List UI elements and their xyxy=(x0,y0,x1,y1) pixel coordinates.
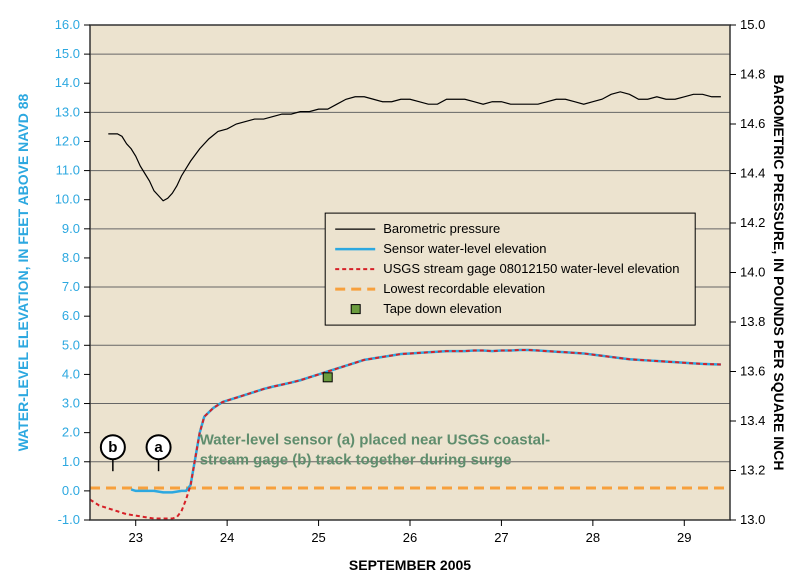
x-axis-title: SEPTEMBER 2005 xyxy=(349,557,471,573)
y1-tick-label: 9.0 xyxy=(62,221,80,236)
y1-tick-label: 1.0 xyxy=(62,454,80,469)
y2-axis-title: BAROMETRIC PRESSURE, IN POUNDS PER SQUAR… xyxy=(771,75,787,471)
tape-down-marker xyxy=(323,373,332,382)
chart-root: a b Water-level sensor (a) placed near USG… xyxy=(0,0,788,584)
bubble-label-b: b xyxy=(108,439,117,456)
y2-tick-label: 13.4 xyxy=(740,413,765,428)
y2-tick-label: 13.6 xyxy=(740,364,765,379)
x-tick-label: 25 xyxy=(311,530,325,545)
y1-tick-label: 11.0 xyxy=(56,163,80,178)
y2-tick-label: 15.0 xyxy=(740,17,765,32)
y2-tick-label: 13.8 xyxy=(740,314,765,329)
y1-tick-label: 5.0 xyxy=(62,337,80,352)
y2-tick-label: 13.2 xyxy=(740,463,765,478)
y2-tick-label: 13.0 xyxy=(740,512,765,527)
y1-tick-label: 6.0 xyxy=(62,308,80,323)
y2-tick-label: 14.4 xyxy=(740,166,765,181)
y1-tick-label: 4.0 xyxy=(62,366,80,381)
x-tick-label: 29 xyxy=(677,530,691,545)
y1-tick-label: 7.0 xyxy=(62,279,80,294)
x-tick-label: 28 xyxy=(586,530,600,545)
bubble-label-a: a xyxy=(154,439,163,456)
y2-tick-label: 14.6 xyxy=(740,116,765,131)
y1-tick-label: -1.0 xyxy=(58,512,80,527)
legend-label: Sensor water-level elevation xyxy=(383,241,546,256)
y1-tick-label: 12.0 xyxy=(55,133,80,148)
legend-swatch xyxy=(351,305,360,314)
y1-tick-label: 13.0 xyxy=(55,104,80,119)
y1-tick-label: 8.0 xyxy=(62,250,80,265)
legend-label: Lowest recordable elevation xyxy=(383,281,545,296)
legend-label: USGS stream gage 08012150 water-level el… xyxy=(383,261,679,276)
y2-tick-label: 14.2 xyxy=(740,215,765,230)
y2-tick-label: 14.0 xyxy=(740,265,765,280)
y1-tick-label: 15.0 xyxy=(55,46,80,61)
chart-svg: a b Water-level sensor (a) placed near USG… xyxy=(0,0,788,584)
y1-axis-title: WATER-LEVEL ELEVATION, IN FEET ABOVE NAV… xyxy=(15,94,31,452)
y1-tick-label: 14.0 xyxy=(55,75,80,90)
x-tick-label: 23 xyxy=(128,530,142,545)
x-tick-label: 24 xyxy=(220,530,234,545)
annotation-line2: stream gage (b) track together during su… xyxy=(200,452,512,469)
x-tick-label: 26 xyxy=(403,530,417,545)
y1-tick-label: 10.0 xyxy=(55,192,80,207)
y1-tick-label: 3.0 xyxy=(62,396,80,411)
annotation-line1: Water-level sensor (a) placed near USGS … xyxy=(200,431,550,448)
y1-tick-label: 16.0 xyxy=(55,17,80,32)
y2-tick-label: 14.8 xyxy=(740,67,765,82)
y1-tick-label: 2.0 xyxy=(62,425,80,440)
legend-label: Barometric pressure xyxy=(383,221,500,236)
x-tick-label: 27 xyxy=(494,530,508,545)
y1-tick-label: 0.0 xyxy=(62,483,80,498)
legend-label: Tape down elevation xyxy=(383,301,502,316)
